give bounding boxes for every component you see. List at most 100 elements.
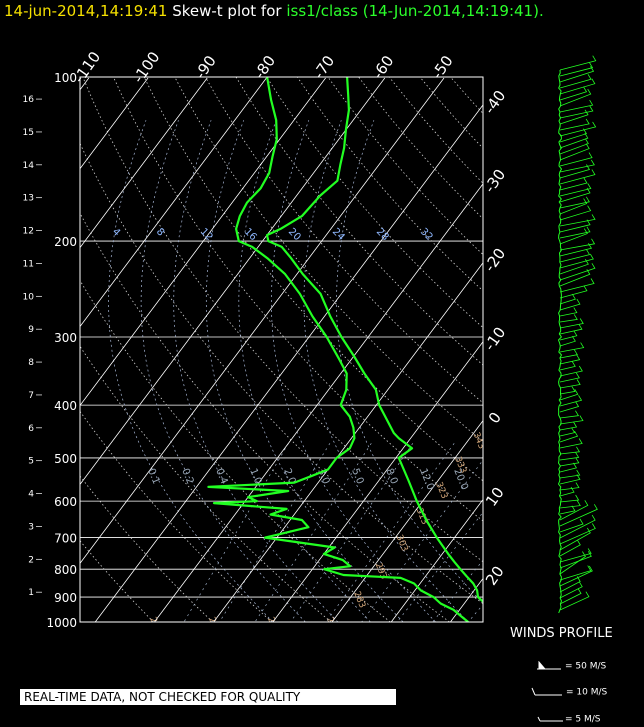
isotherm-label: -100 [129,48,163,86]
data-layer [207,77,483,622]
dry-adiabat [113,77,483,522]
isotherm-label: -70 [310,52,339,82]
dry-adiabat [80,540,154,622]
pressure-label: 700 [54,532,77,546]
mixing-ratio-line [361,459,483,622]
mixing-ratio-label: 5.0 [349,467,365,486]
altitude-label: 10 [23,292,35,302]
legend-item-50: = 50 M/S [535,660,607,672]
isotherm-label: -110 [70,48,104,86]
pressure-label: 900 [54,591,77,605]
isotherm [569,78,644,622]
isotherm [272,341,483,622]
wind-flag-50-icon [537,660,561,670]
isotherm [80,77,445,564]
altitude-label: 16 [23,95,35,105]
plot-frame [79,76,484,623]
dry-adiabat-label: 273 [324,616,340,636]
dry-adiabat-label: 253 [206,616,222,636]
isotherm-label: -60 [369,52,398,82]
altitude-label: 3 [28,522,34,532]
isotherm [80,77,386,486]
dry-adiabat-label: 263 [265,616,281,636]
moist-adiabat [238,120,404,622]
dry-adiabat [80,345,332,622]
pressure-label: 300 [54,331,77,345]
mixing-ratio-line [325,443,455,622]
moist-adiabat [303,120,469,622]
dry-adiabat-label: 243 [147,616,163,636]
isotherm-label: -50 [428,52,457,82]
moist-adiabat-label: 8 [154,226,166,238]
altitude-label: 4 [28,490,34,500]
isotherm [80,77,267,328]
altitude-label: 11 [23,259,34,269]
mixing-ratio-line [183,443,289,622]
isotherm-label: 0 [485,409,505,427]
isotherm-label: -20 [481,245,510,275]
title-station: iss1/class (14-Jun-2014,14:19:41) [286,2,539,20]
isotherm-label: 20 [482,563,508,589]
winds-profile-title: WINDS PROFILE [510,626,613,641]
altitude-label: 1 [28,588,34,598]
isotherm-label: -10 [481,324,510,354]
mixing-ratio-line [432,559,483,622]
moist-adiabat [173,120,339,622]
mixing-ratio-line [290,443,414,622]
title-label: Skew-t plot for [172,2,282,20]
dry-adiabat [205,77,483,404]
moist-adiabat [205,120,371,622]
moist-adiabat-label: 24 [330,226,347,243]
dry-adiabat [80,279,391,622]
isotherm-label: -30 [480,166,509,196]
moist-adiabat-label: 16 [242,226,259,243]
quality-banner: REAL-TIME DATA, NOT CHECKED FOR QUALITY [20,689,396,705]
isotherm [213,262,483,622]
altitude-label: 6 [28,424,34,434]
isotherm [80,77,208,249]
title-period: . [538,2,544,20]
mixing-ratio-label: 12.0 [417,467,436,492]
isotherm-label: -40 [481,87,510,117]
legend-label-10: = 10 M/S [566,687,608,698]
mixing-ratio-line [219,443,331,622]
isotherm [154,183,483,622]
title-timestamp: 14-jun-2014,14:19:41 [4,2,168,20]
altitude-label: 2 [28,555,34,565]
mixing-ratio-label: 1.0 [247,467,263,486]
pressure-label: 200 [54,235,77,249]
mixing-ratio-label: 0.1 [145,467,161,486]
moist-adiabat-label: 20 [286,226,303,243]
altitude-label: 8 [28,358,34,368]
mixing-ratio-line [467,604,483,622]
dry-adiabat [80,212,450,622]
dry-adiabat [327,77,483,256]
mixing-ratio-label: 0.2 [179,467,195,486]
isotherm-label: -80 [250,52,279,82]
altitude-label: 13 [23,194,34,204]
legend-label-50: = 50 M/S [565,661,607,672]
pressure-label: 600 [54,495,77,509]
altitude-label: 12 [23,227,34,237]
dry-adiabat [174,77,483,443]
temperature-trace [265,77,483,604]
isotherm [0,78,30,622]
dry-adiabat [235,77,483,366]
altitude-label: 5 [28,457,34,467]
isotherm [331,420,483,622]
altitude-label: 7 [28,391,34,401]
moist-adiabat-label: 4 [110,226,122,238]
altitude-label: 14 [23,161,35,171]
wind-barb-10-icon [531,687,562,696]
dry-adiabat [388,77,483,184]
isotherm [80,77,326,407]
altitude-label: 15 [23,128,34,138]
dry-adiabat [450,77,483,115]
altitude-label: 9 [28,325,34,335]
isotherm-label: -90 [191,52,220,82]
mixing-ratio-label: 0.4 [213,467,229,486]
pressure-label: 1000 [46,616,77,630]
moist-adiabat [271,120,436,622]
moist-adiabat [336,120,483,604]
